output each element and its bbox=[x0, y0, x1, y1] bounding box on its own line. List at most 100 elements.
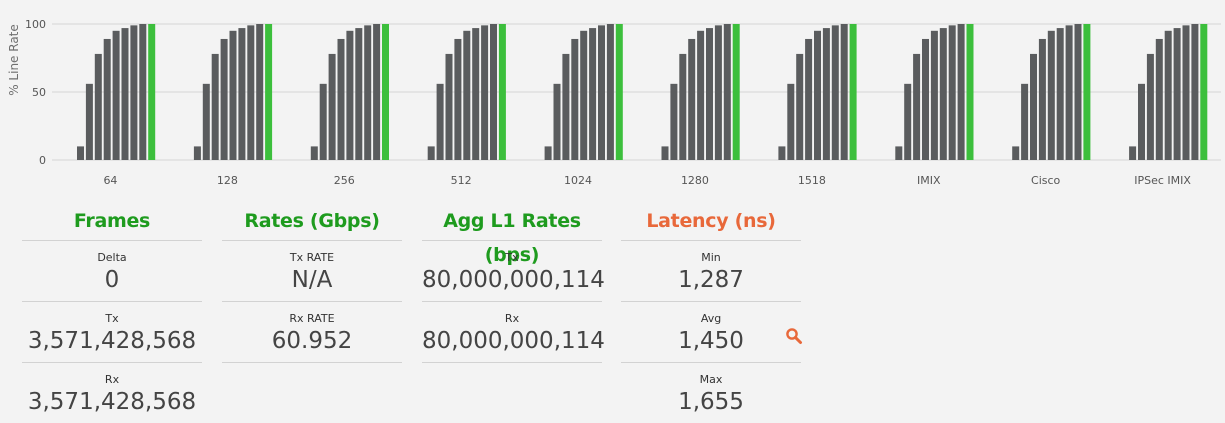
frames-panel: Frames Delta 0 Tx 3,571,428,568 Rx 3,571… bbox=[22, 204, 202, 423]
bar-Cisco-2 bbox=[1021, 83, 1029, 160]
bar-IPSec IMIX-5 bbox=[1164, 30, 1172, 160]
chart-bars bbox=[77, 24, 1208, 160]
bar-1280-6 bbox=[706, 28, 713, 160]
agg-l1-panel: Agg L1 Rates (bps) Tx 80,000,000,114 Rx … bbox=[422, 204, 605, 363]
agg-tx-label: Tx bbox=[505, 251, 519, 264]
bar-1518-2 bbox=[787, 83, 795, 160]
bar-1280-3 bbox=[679, 53, 687, 160]
bar-IMIX-2 bbox=[904, 83, 912, 160]
bar-1518-7 bbox=[831, 25, 839, 160]
bar-Cisco-8 bbox=[1074, 24, 1082, 160]
y-tick-100: 100 bbox=[25, 18, 46, 31]
bar-1024-7 bbox=[598, 25, 605, 160]
bar-1518-6 bbox=[822, 28, 830, 160]
latency-title: Latency (ns) bbox=[621, 204, 801, 241]
line-rate-chart: 0 50 100 % Line Rate 64 128 256 512 1024 1280 151… bbox=[7, 18, 1221, 187]
bar-IMIX-5 bbox=[930, 30, 938, 160]
frames-delta: Delta 0 bbox=[22, 241, 202, 302]
bar-1280-2 bbox=[670, 83, 678, 160]
agg-rx-value: 80,000,000,114 bbox=[422, 328, 605, 354]
y-axis: 0 50 100 % Line Rate bbox=[7, 18, 46, 167]
x-axis: 64 128 256 512 1024 1280 1518 IMIX Cisco IPSec IM… bbox=[103, 174, 1191, 187]
bar-Cisco-6 bbox=[1056, 28, 1064, 160]
latency-min-label: Min bbox=[701, 251, 721, 264]
bar-IPSec IMIX-highlight bbox=[1200, 24, 1208, 160]
frames-delta-value: 0 bbox=[104, 267, 120, 293]
rates-title: Rates (Gbps) bbox=[222, 204, 402, 241]
y-axis-title: % Line Rate bbox=[7, 24, 21, 96]
search-icon[interactable] bbox=[785, 327, 803, 345]
bar-64-2 bbox=[85, 83, 93, 160]
bar-512-7 bbox=[481, 25, 489, 160]
bar-128-7 bbox=[247, 25, 255, 160]
rates-rx-value: 60.952 bbox=[271, 328, 353, 354]
bar-128-3 bbox=[211, 53, 219, 160]
bar-1024-3 bbox=[562, 53, 570, 160]
bar-512-8 bbox=[490, 24, 497, 160]
bar-64-4 bbox=[103, 38, 111, 160]
bar-IMIX-4 bbox=[922, 38, 929, 160]
latency-max-value: 1,655 bbox=[678, 389, 744, 415]
bar-256-8 bbox=[373, 24, 381, 160]
bar-128-highlight bbox=[265, 24, 273, 160]
bar-256-7 bbox=[364, 25, 372, 160]
x-tick-128: 128 bbox=[217, 174, 238, 187]
bar-IPSec IMIX-8 bbox=[1191, 24, 1199, 160]
bar-1024-4 bbox=[571, 38, 579, 160]
bar-1280-7 bbox=[714, 25, 722, 160]
rates-rx-label: Rx RATE bbox=[289, 312, 335, 325]
bar-1280-1 bbox=[661, 146, 669, 160]
bar-1518-8 bbox=[840, 24, 848, 160]
bar-1518-4 bbox=[805, 38, 813, 160]
bar-IMIX-8 bbox=[957, 24, 965, 160]
bar-256-6 bbox=[355, 28, 363, 160]
bar-256-4 bbox=[337, 38, 345, 160]
rates-panel: Rates (Gbps) Tx RATE N/A Rx RATE 60.952 bbox=[222, 204, 402, 363]
bar-IMIX-3 bbox=[913, 53, 921, 160]
bar-256-highlight bbox=[382, 24, 389, 160]
bar-IPSec IMIX-3 bbox=[1146, 53, 1154, 160]
bar-256-1 bbox=[310, 146, 318, 160]
x-tick-512: 512 bbox=[451, 174, 472, 187]
x-tick-1024: 1024 bbox=[564, 174, 592, 187]
frames-rx-label: Rx bbox=[104, 373, 120, 386]
bar-1280-highlight bbox=[732, 24, 740, 160]
bar-IMIX-highlight bbox=[966, 24, 974, 160]
bar-IPSec IMIX-1 bbox=[1129, 146, 1137, 160]
frames-title: Frames bbox=[22, 204, 202, 241]
agg-tx-value: 80,000,000,114 bbox=[422, 267, 605, 293]
bar-1280-4 bbox=[688, 38, 696, 160]
x-tick-Cisco: Cisco bbox=[1031, 174, 1061, 187]
latency-max-label: Max bbox=[699, 373, 723, 386]
bar-64-3 bbox=[94, 53, 102, 160]
bar-512-highlight bbox=[498, 24, 506, 160]
y-tick-0: 0 bbox=[39, 154, 46, 167]
bar-Cisco-4 bbox=[1038, 38, 1046, 160]
bar-64-1 bbox=[77, 146, 84, 160]
latency-min: Min 1,287 bbox=[621, 241, 801, 302]
frames-tx-value: 3,571,428,568 bbox=[27, 328, 197, 354]
bar-1024-2 bbox=[553, 83, 561, 160]
bar-64-7 bbox=[130, 25, 138, 160]
bar-256-2 bbox=[319, 83, 327, 160]
bar-128-2 bbox=[202, 83, 210, 160]
x-tick-256: 256 bbox=[334, 174, 355, 187]
bar-IMIX-6 bbox=[939, 28, 947, 160]
bar-512-4 bbox=[454, 38, 462, 160]
latency-min-value: 1,287 bbox=[678, 267, 744, 293]
x-tick-IPSec IMIX: IPSec IMIX bbox=[1134, 174, 1191, 187]
bar-1024-highlight bbox=[615, 24, 623, 160]
bar-1024-1 bbox=[544, 146, 552, 160]
bar-512-2 bbox=[436, 83, 444, 160]
bar-64-5 bbox=[112, 30, 120, 160]
agg-l1-title: Agg L1 Rates (bps) bbox=[422, 204, 602, 266]
latency-avg: Avg 1,450 bbox=[621, 302, 803, 363]
bar-512-5 bbox=[463, 30, 471, 160]
bar-IMIX-7 bbox=[948, 25, 956, 160]
bar-512-3 bbox=[445, 53, 453, 160]
bar-64-6 bbox=[121, 28, 129, 160]
bar-256-3 bbox=[328, 53, 336, 160]
x-tick-1518: 1518 bbox=[798, 174, 826, 187]
bar-1518-1 bbox=[778, 146, 786, 160]
bar-1024-6 bbox=[589, 28, 597, 160]
